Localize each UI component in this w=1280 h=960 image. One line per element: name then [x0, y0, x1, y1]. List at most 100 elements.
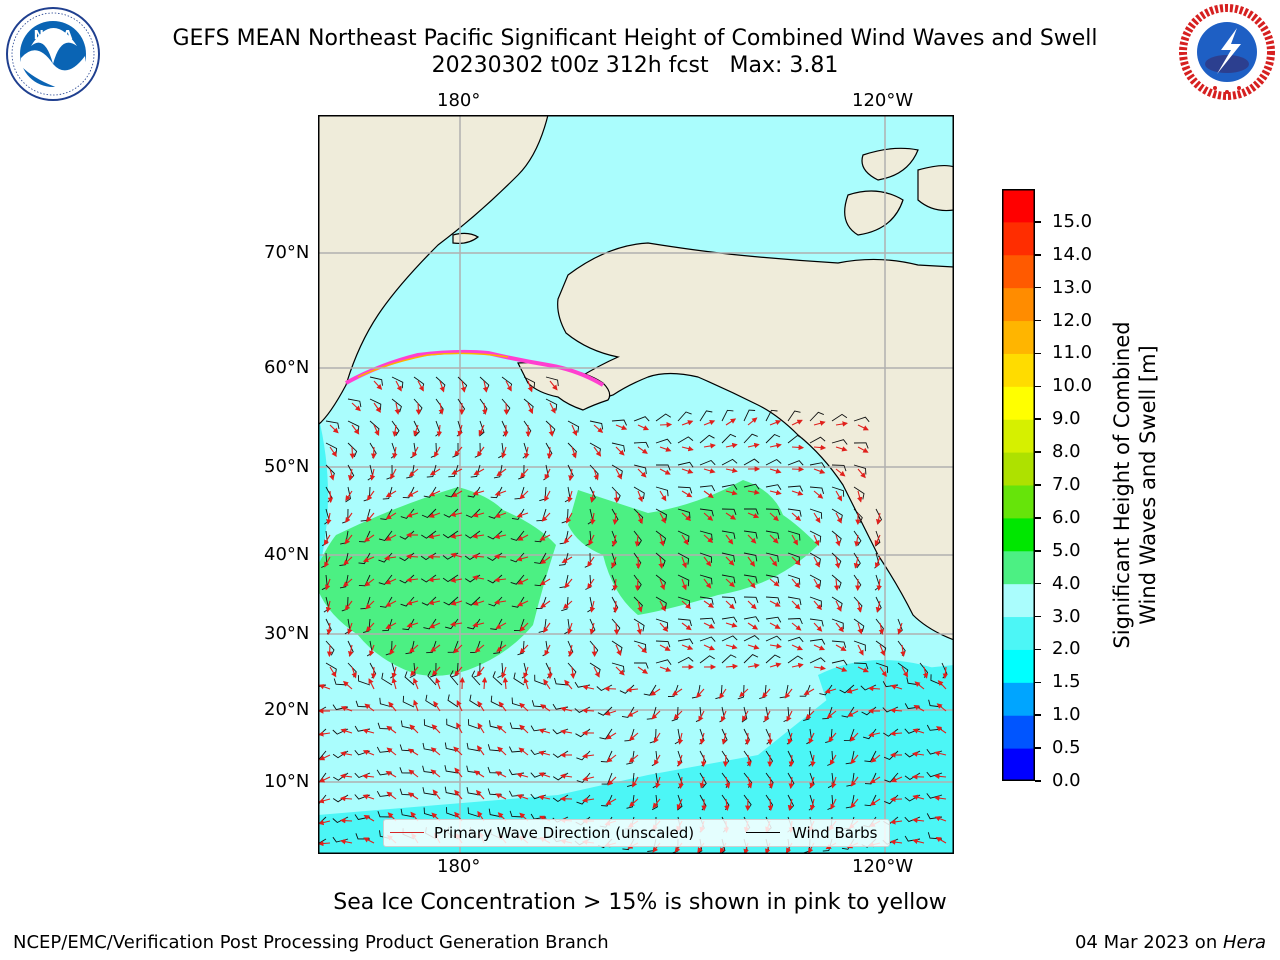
wave-direction-arrow	[637, 666, 649, 674]
wave-direction-arrow	[889, 707, 903, 714]
wave-direction-arrow	[517, 534, 529, 541]
wave-direction-arrow	[368, 678, 375, 690]
wave-direction-arrow	[501, 666, 507, 679]
wave-direction-arrow	[659, 666, 672, 672]
wave-direction-arrow	[362, 749, 375, 756]
wave-direction-arrow	[850, 776, 859, 787]
wave-direction-arrow	[636, 622, 643, 635]
wave-direction-arrow	[615, 644, 622, 656]
wind-barb	[699, 552, 713, 563]
wave-direction-arrow	[347, 622, 353, 635]
wave-direction-arrow	[808, 732, 815, 744]
wave-direction-arrow	[564, 578, 573, 589]
wave-direction-arrow	[835, 421, 848, 427]
wave-direction-arrow	[369, 468, 376, 481]
wind-barb	[699, 434, 715, 444]
wave-direction-arrow	[720, 710, 727, 723]
wind-barb	[721, 574, 736, 584]
wave-direction-arrow	[835, 490, 843, 502]
wave-direction-arrow	[329, 666, 337, 678]
wave-direction-arrow	[495, 793, 507, 800]
wave-direction-arrow	[340, 728, 353, 734]
wave-direction-arrow	[791, 556, 801, 566]
wave-direction-arrow	[725, 490, 738, 496]
wave-direction-arrow	[761, 688, 771, 699]
wave-direction-arrow	[769, 600, 781, 607]
wave-direction-arrow	[829, 754, 837, 766]
wave-direction-arrow	[450, 511, 463, 518]
wave-direction-arrow	[809, 776, 815, 789]
wind-barb	[597, 706, 613, 716]
wave-direction-arrow	[389, 644, 397, 656]
wave-direction-arrow	[628, 754, 639, 763]
wave-direction-arrow	[417, 380, 424, 392]
wave-direction-arrow	[431, 666, 441, 676]
wave-direction-arrow	[747, 442, 760, 449]
wave-direction-arrow	[456, 700, 463, 712]
colorbar-tick-label: 8.0	[1052, 441, 1081, 463]
wave-direction-arrow	[474, 644, 485, 653]
colorbar-tick-label: 2.0	[1052, 638, 1081, 660]
wave-direction-arrow	[516, 772, 529, 778]
wave-direction-arrow	[725, 442, 738, 449]
wave-direction-arrow	[876, 578, 882, 591]
wind-barb	[864, 794, 877, 807]
wave-direction-arrow	[628, 732, 639, 741]
wind-barb	[493, 464, 503, 479]
wave-direction-arrow	[323, 534, 331, 546]
wave-direction-arrow	[805, 710, 815, 720]
lat-label-30n: 30°N	[264, 623, 310, 644]
wave-direction-arrow	[912, 751, 925, 757]
wind-barb	[721, 508, 737, 516]
wind-barb	[743, 508, 759, 515]
wind-barb	[443, 596, 459, 606]
wave-direction-arrow	[523, 677, 529, 690]
wave-direction-arrow	[901, 666, 908, 678]
wind-barb	[839, 684, 855, 694]
wind-barb	[402, 486, 415, 499]
wave-direction-arrow	[606, 754, 617, 763]
legend-swatch-primary-wave	[390, 832, 424, 833]
wind-barb	[831, 439, 848, 445]
wind-barb	[490, 486, 503, 499]
wave-direction-arrow	[339, 817, 353, 824]
wave-direction-arrow	[698, 710, 705, 722]
wave-direction-arrow	[587, 556, 595, 568]
wind-barb	[488, 508, 503, 519]
wave-direction-arrow	[593, 666, 600, 678]
wave-direction-arrow	[615, 446, 625, 456]
wave-direction-arrow	[857, 666, 869, 673]
colorbar-segment	[1002, 583, 1035, 618]
wave-direction-arrow	[767, 798, 774, 812]
wave-direction-arrow	[318, 684, 331, 690]
wave-direction-arrow	[527, 380, 533, 393]
wave-direction-arrow	[659, 421, 673, 428]
wave-direction-arrow	[703, 534, 714, 544]
wave-direction-arrow	[699, 776, 705, 789]
wave-direction-arrow	[366, 490, 375, 501]
legend-label-primary-wave: Primary Wave Direction (unscaled)	[434, 824, 695, 842]
wind-barb	[534, 552, 547, 564]
land-asia	[318, 115, 549, 426]
wave-direction-arrow	[450, 600, 463, 606]
wave-direction-arrow	[826, 710, 837, 719]
wave-direction-arrow	[813, 534, 820, 546]
wave-direction-arrow	[769, 419, 782, 426]
wave-direction-arrow	[362, 794, 375, 800]
wind-barb	[655, 508, 667, 521]
wave-direction-arrow	[390, 468, 397, 480]
wind-barb	[667, 684, 679, 697]
wave-direction-arrow	[340, 751, 353, 757]
chart-subtitle: 20230302 t00z 312h fcst Max: 3.81	[431, 53, 839, 78]
wind-barb	[422, 787, 437, 796]
wind-barb	[864, 772, 877, 785]
wave-direction-arrow	[412, 446, 419, 458]
wave-direction-arrow	[454, 666, 463, 677]
wave-direction-arrow	[476, 446, 485, 457]
wind-barb	[643, 684, 657, 696]
wave-direction-arrow	[347, 644, 354, 657]
wave-direction-arrow	[543, 678, 551, 690]
wave-direction-arrow	[567, 644, 574, 657]
wind-barb	[558, 552, 569, 566]
wave-direction-arrow	[394, 402, 400, 415]
